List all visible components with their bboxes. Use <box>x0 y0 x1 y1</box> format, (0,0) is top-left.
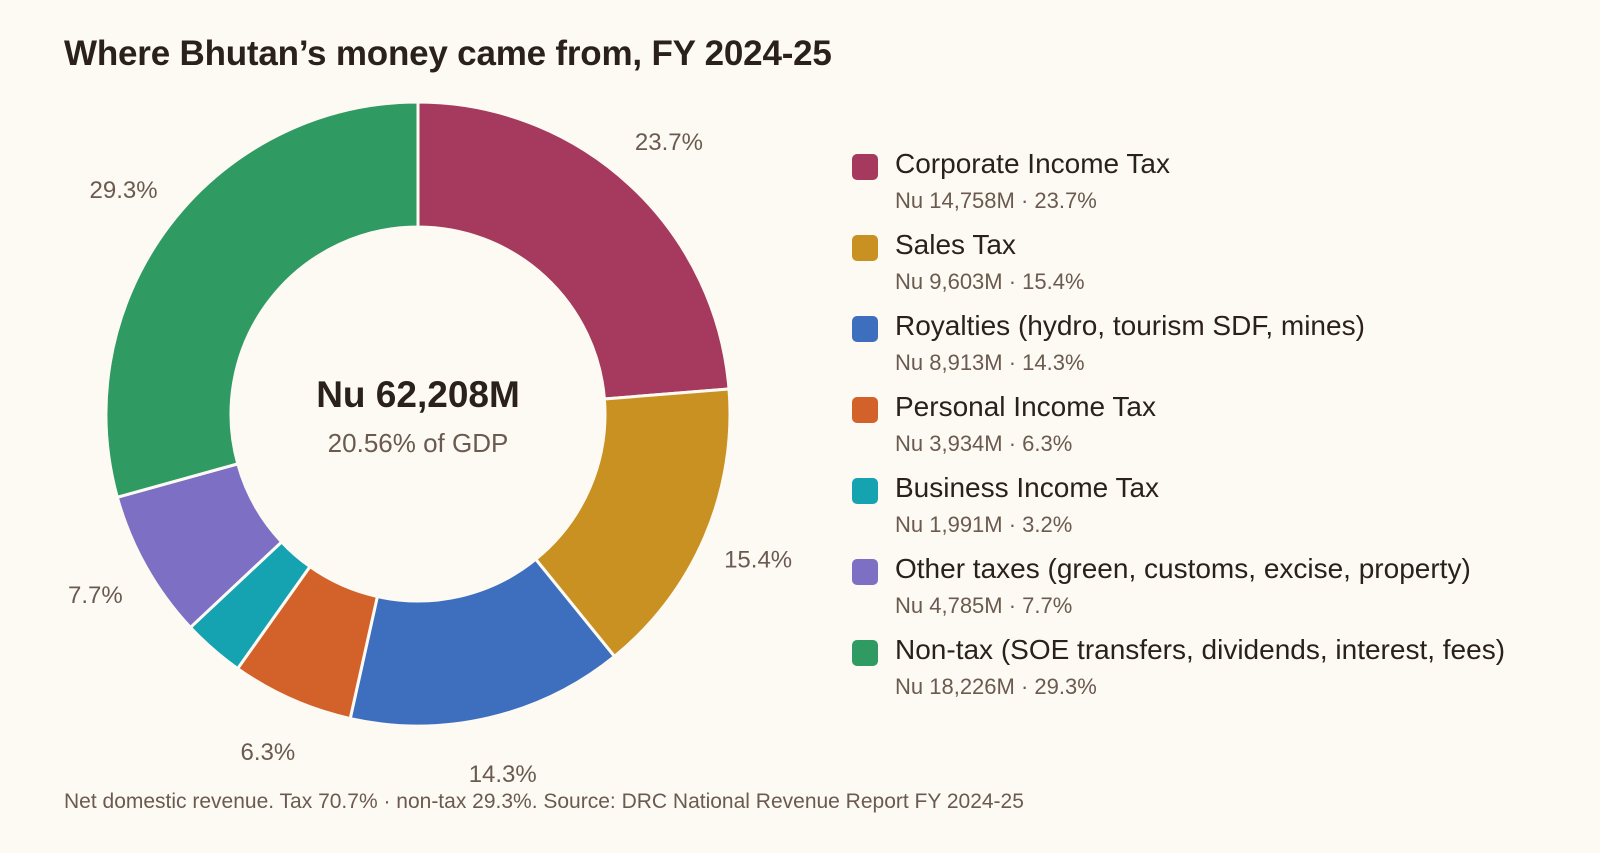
legend-value: Nu 14,758M · 23.7% <box>895 188 1097 213</box>
legend-swatch <box>852 640 878 666</box>
donut-chart: 23.7% 15.4% 14.3% 6.3% 7.7% 29.3% <box>68 100 792 788</box>
legend-swatch <box>852 154 878 180</box>
chart-title: Where Bhutan’s money came from, FY 2024-… <box>64 34 832 73</box>
legend-value: Nu 8,913M · 14.3% <box>895 350 1085 375</box>
legend-label: Corporate Income Tax <box>895 148 1170 179</box>
slice-percent-label: 23.7% <box>635 129 703 156</box>
legend-value: Nu 18,226M · 29.3% <box>895 674 1097 699</box>
legend-label: Personal Income Tax <box>895 391 1156 422</box>
legend-value: Nu 3,934M · 6.3% <box>895 431 1073 456</box>
legend-label: Other taxes (green, customs, excise, pro… <box>895 553 1471 584</box>
slice-percent-label: 29.3% <box>90 177 158 204</box>
donut-slice <box>348 557 617 728</box>
legend-value: Nu 9,603M · 15.4% <box>895 269 1085 294</box>
legend-value: Nu 4,785M · 7.7% <box>895 593 1073 618</box>
legend-label: Non-tax (SOE transfers, dividends, inter… <box>895 634 1506 665</box>
slice-percent-label: 15.4% <box>724 547 792 574</box>
legend-swatch <box>852 235 878 261</box>
center-total: Nu 62,208M <box>316 374 520 415</box>
legend-swatch <box>852 559 878 585</box>
legend-swatch <box>852 397 878 423</box>
legend-label: Sales Tax <box>895 229 1016 260</box>
donut-slice <box>104 100 420 500</box>
donut-slice <box>533 387 732 659</box>
legend-label: Royalties (hydro, tourism SDF, mines) <box>895 310 1365 341</box>
legend-swatch <box>852 316 878 342</box>
legend-label: Business Income Tax <box>895 472 1160 503</box>
legend-swatch <box>852 478 878 504</box>
center-subtitle: 20.56% of GDP <box>327 428 509 458</box>
legend-value: Nu 1,991M · 3.2% <box>895 512 1073 537</box>
slice-percent-label: 14.3% <box>469 761 537 788</box>
donut-slice <box>416 100 731 401</box>
slice-percent-label: 6.3% <box>241 739 296 766</box>
footnote: Net domestic revenue. Tax 70.7% · non-ta… <box>64 790 1024 813</box>
slice-percent-label: 7.7% <box>68 582 123 609</box>
